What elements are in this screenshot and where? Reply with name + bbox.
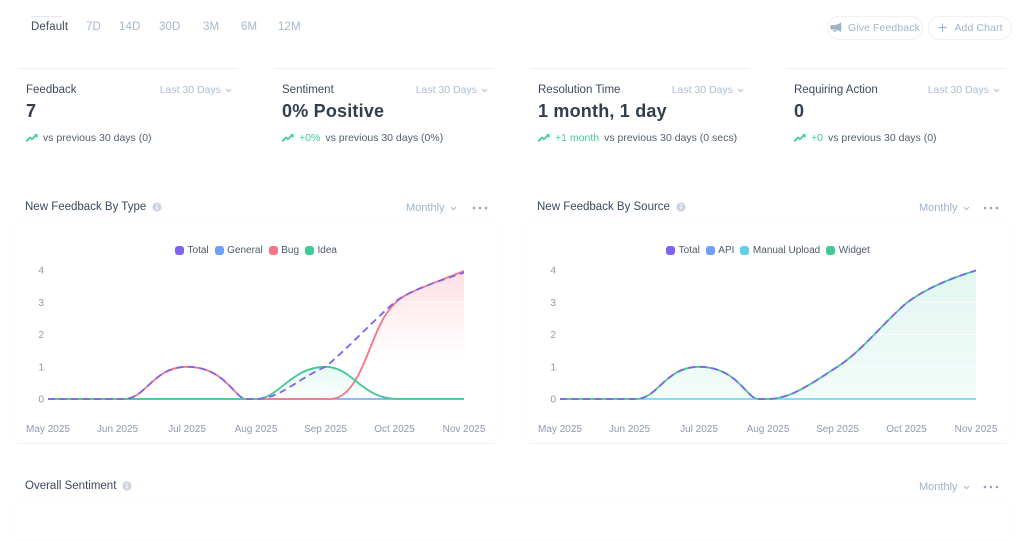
svg-text:2: 2 — [550, 330, 556, 341]
svg-text:4: 4 — [550, 266, 556, 277]
svg-text:Aug 2025: Aug 2025 — [235, 424, 278, 435]
svg-text:Nov 2025: Nov 2025 — [955, 424, 998, 435]
svg-text:0: 0 — [38, 395, 44, 406]
svg-text:Sep 2025: Sep 2025 — [304, 424, 347, 435]
svg-text:2: 2 — [38, 330, 44, 341]
svg-text:1: 1 — [550, 362, 556, 373]
svg-text:4: 4 — [38, 266, 44, 277]
svg-text:Jun 2025: Jun 2025 — [609, 424, 651, 435]
svg-text:Jun 2025: Jun 2025 — [97, 424, 139, 435]
svg-text:3: 3 — [38, 298, 44, 309]
svg-text:1: 1 — [38, 362, 44, 373]
svg-text:Jul 2025: Jul 2025 — [168, 424, 206, 435]
svg-text:May 2025: May 2025 — [26, 424, 70, 435]
svg-text:Jul 2025: Jul 2025 — [680, 424, 718, 435]
svg-text:May 2025: May 2025 — [538, 424, 582, 435]
svg-text:Oct 2025: Oct 2025 — [886, 424, 927, 435]
svg-text:Sep 2025: Sep 2025 — [816, 424, 859, 435]
svg-text:0: 0 — [550, 395, 556, 406]
svg-text:Nov 2025: Nov 2025 — [443, 424, 486, 435]
svg-text:Aug 2025: Aug 2025 — [747, 424, 790, 435]
svg-text:Oct 2025: Oct 2025 — [374, 424, 415, 435]
svg-text:3: 3 — [550, 298, 556, 309]
